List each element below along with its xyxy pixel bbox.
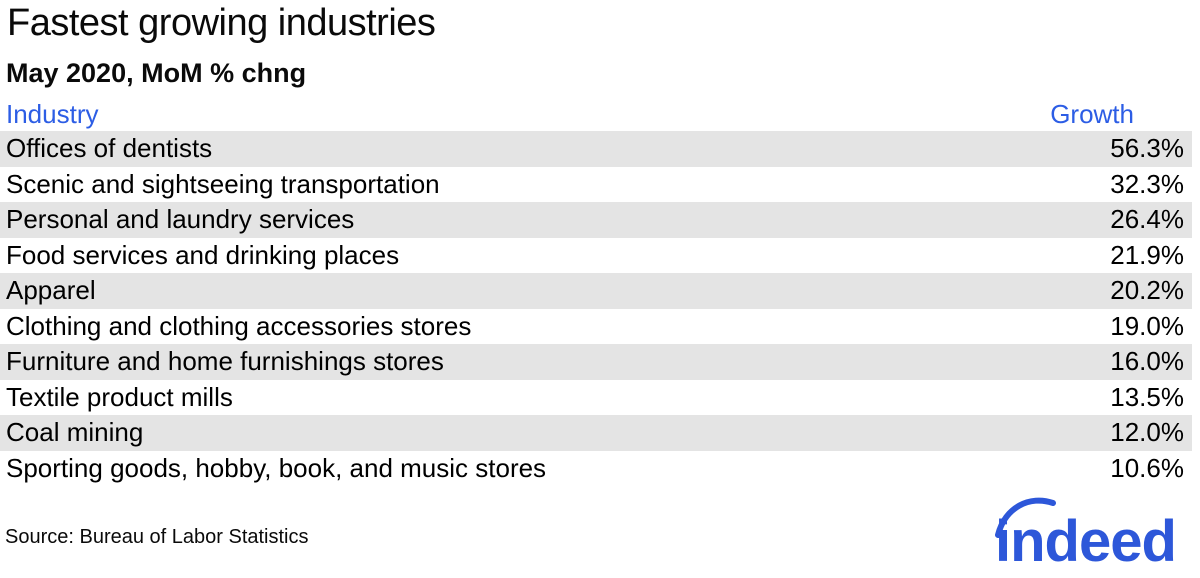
industries-table: Offices of dentists 56.3% Scenic and sig…: [0, 131, 1192, 486]
growth-cell: 12.0%: [1110, 417, 1184, 448]
growth-cell: 20.2%: [1110, 275, 1184, 306]
table-row: Apparel 20.2%: [0, 273, 1192, 309]
industry-cell: Furniture and home furnishings stores: [6, 346, 444, 377]
table-row: Offices of dentists 56.3%: [0, 131, 1192, 167]
growth-cell: 56.3%: [1110, 133, 1184, 164]
growth-cell: 26.4%: [1110, 204, 1184, 235]
table-row: Scenic and sightseeing transportation 32…: [0, 166, 1192, 202]
growth-cell: 10.6%: [1110, 452, 1184, 483]
growth-cell: 16.0%: [1110, 346, 1184, 377]
industry-cell: Clothing and clothing accessories stores: [6, 310, 472, 341]
indeed-logo-wordmark: indeed: [995, 509, 1176, 571]
growth-cell: 21.9%: [1110, 239, 1184, 270]
growth-cell: 19.0%: [1110, 310, 1184, 341]
table-row: Sporting goods, hobby, book, and music s…: [0, 450, 1192, 486]
industry-cell: Food services and drinking places: [6, 239, 400, 270]
industry-table-body: Offices of dentists 56.3% Scenic and sig…: [0, 131, 1192, 486]
industry-cell: Offices of dentists: [6, 133, 213, 164]
table-column-headers: Industry Growth: [6, 99, 1162, 130]
page-title: Fastest growing industries: [7, 2, 436, 44]
column-header-growth: Growth: [1050, 99, 1134, 129]
industry-cell: Textile product mills: [6, 381, 233, 412]
growth-cell: 13.5%: [1110, 381, 1184, 412]
industry-cell: Apparel: [6, 275, 96, 306]
table-row: Personal and laundry services 26.4%: [0, 202, 1192, 238]
industry-cell: Sporting goods, hobby, book, and music s…: [6, 452, 547, 483]
table-row: Furniture and home furnishings stores 16…: [0, 344, 1192, 380]
table-row: Clothing and clothing accessories stores…: [0, 308, 1192, 344]
growth-cell: 32.3%: [1110, 168, 1184, 199]
industry-cell: Scenic and sightseeing transportation: [6, 168, 440, 199]
table-row: Coal mining 12.0%: [0, 415, 1192, 451]
page-subtitle: May 2020, MoM % chng: [6, 58, 307, 88]
table-row: Food services and drinking places 21.9%: [0, 237, 1192, 273]
industry-cell: Coal mining: [6, 417, 144, 448]
table-row: Textile product mills 13.5%: [0, 379, 1192, 415]
column-header-industry: Industry: [6, 99, 99, 129]
indeed-logo: indeed: [995, 497, 1177, 571]
indeed-logo-arc-icon: [995, 497, 1056, 538]
industry-cell: Personal and laundry services: [6, 204, 355, 235]
source-note: Source: Bureau of Labor Statistics: [5, 526, 309, 548]
